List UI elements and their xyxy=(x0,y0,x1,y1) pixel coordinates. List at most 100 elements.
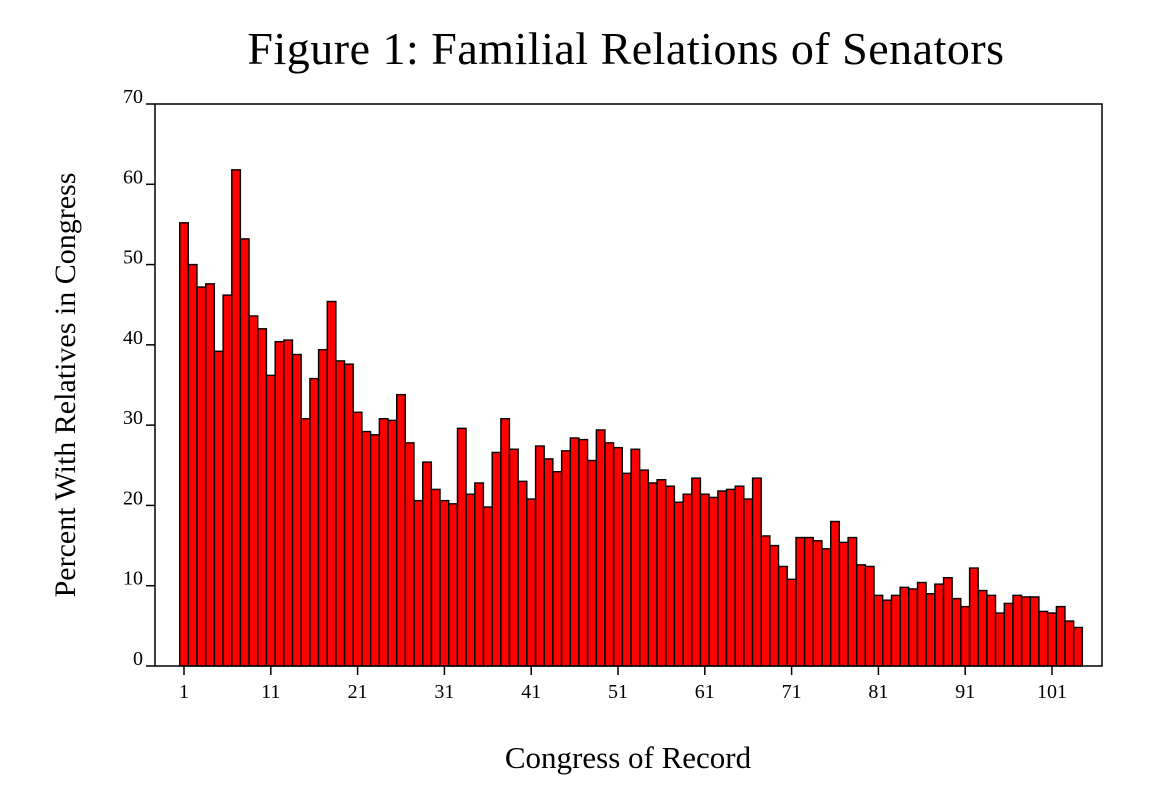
bar-98 xyxy=(1020,596,1031,667)
x-tick-label-21: 21 xyxy=(348,681,368,703)
bar-71 xyxy=(786,578,797,667)
bar-83 xyxy=(890,594,901,667)
bar-89 xyxy=(942,576,953,667)
bar-46 xyxy=(569,437,580,667)
bar-66 xyxy=(743,498,754,667)
bar-78 xyxy=(847,536,858,667)
bar-12 xyxy=(274,340,285,667)
bar-92 xyxy=(968,567,979,667)
x-tick-label-71: 71 xyxy=(782,681,802,703)
bar-52 xyxy=(621,472,632,667)
bar-36 xyxy=(482,506,493,667)
x-tick-label-91: 91 xyxy=(955,681,975,703)
bar-63 xyxy=(717,490,728,667)
bar-24 xyxy=(378,418,389,667)
bar-102 xyxy=(1055,605,1066,667)
bar-19 xyxy=(335,360,346,667)
bar-97 xyxy=(1012,594,1023,667)
bar-1 xyxy=(178,222,189,667)
y-tick-label-10: 10 xyxy=(123,568,143,590)
bar-62 xyxy=(708,496,719,667)
bar-70 xyxy=(777,565,788,667)
bar-21 xyxy=(352,411,363,667)
bar-45 xyxy=(560,450,571,667)
bar-41 xyxy=(526,498,537,667)
bar-47 xyxy=(578,438,589,667)
bar-49 xyxy=(595,429,606,667)
bar-80 xyxy=(864,565,875,667)
bar-86 xyxy=(916,581,927,667)
bar-33 xyxy=(456,427,467,667)
bar-6 xyxy=(222,294,233,667)
bar-61 xyxy=(699,493,710,667)
bar-75 xyxy=(821,548,832,667)
bar-68 xyxy=(760,535,771,667)
x-tick-label-51: 51 xyxy=(608,681,628,703)
bar-58 xyxy=(673,501,684,667)
bar-37 xyxy=(491,451,502,667)
bar-8 xyxy=(239,238,250,667)
bar-9 xyxy=(248,315,259,667)
bar-82 xyxy=(882,599,893,667)
bar-77 xyxy=(838,541,849,667)
bar-13 xyxy=(283,339,294,667)
y-tick-label-60: 60 xyxy=(123,166,143,188)
bar-65 xyxy=(734,485,745,667)
bar-55 xyxy=(647,482,658,667)
bar-59 xyxy=(682,493,693,667)
bar-32 xyxy=(448,503,459,667)
bar-54 xyxy=(639,469,650,667)
bar-84 xyxy=(899,586,910,667)
bar-81 xyxy=(873,594,884,667)
x-axis-label: Congress of Record xyxy=(504,740,752,775)
bar-2 xyxy=(187,263,198,667)
y-tick-label-30: 30 xyxy=(123,407,143,429)
bar-103 xyxy=(1064,620,1075,667)
bar-10 xyxy=(257,328,268,667)
bar-56 xyxy=(656,479,667,667)
bar-31 xyxy=(439,499,450,667)
bar-4 xyxy=(205,283,216,667)
bar-34 xyxy=(465,493,476,667)
bar-60 xyxy=(691,477,702,667)
bar-72 xyxy=(795,536,806,667)
bar-43 xyxy=(543,458,554,667)
bar-85 xyxy=(908,588,919,667)
bar-101 xyxy=(1046,612,1057,667)
bar-44 xyxy=(552,471,563,667)
bar-69 xyxy=(769,544,780,667)
bar-42 xyxy=(534,445,545,667)
bar-50 xyxy=(604,442,615,667)
x-tick-label-1: 1 xyxy=(179,681,189,703)
bar-3 xyxy=(196,286,207,667)
bar-76 xyxy=(830,520,841,667)
bar-67 xyxy=(751,477,762,667)
chart-title: Figure 1: Familial Relations of Senators xyxy=(247,23,1005,74)
bar-88 xyxy=(934,583,945,667)
bar-99 xyxy=(1029,596,1040,667)
bar-95 xyxy=(994,612,1005,667)
bar-79 xyxy=(856,564,867,667)
bar-40 xyxy=(517,480,528,667)
plot-frame xyxy=(154,103,1103,667)
bar-91 xyxy=(960,605,971,667)
x-tick-label-11: 11 xyxy=(261,681,280,703)
bar-48 xyxy=(586,459,597,667)
x-tick-label-41: 41 xyxy=(521,681,541,703)
bar-51 xyxy=(613,446,624,667)
bar-96 xyxy=(1003,602,1014,667)
bar-35 xyxy=(474,482,485,667)
bar-16 xyxy=(309,377,320,667)
bar-30 xyxy=(430,488,441,667)
y-tick-label-50: 50 xyxy=(123,247,143,269)
y-tick-label-20: 20 xyxy=(123,487,143,509)
bar-15 xyxy=(300,418,311,667)
bar-22 xyxy=(361,430,372,667)
bar-7 xyxy=(231,169,242,667)
bars-group xyxy=(178,169,1084,667)
bar-17 xyxy=(317,348,328,667)
bar-27 xyxy=(404,442,415,667)
x-tick-label-101: 101 xyxy=(1037,681,1067,703)
